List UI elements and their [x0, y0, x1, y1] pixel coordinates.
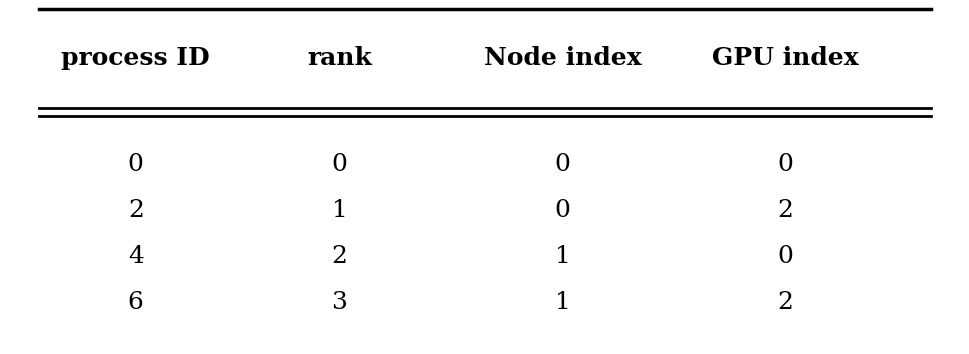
Text: 1: 1: [554, 291, 570, 314]
Text: 1: 1: [331, 199, 347, 222]
Text: Node index: Node index: [484, 46, 641, 70]
Text: 0: 0: [554, 199, 570, 222]
Text: process ID: process ID: [61, 46, 210, 70]
Text: 1: 1: [554, 245, 570, 268]
Text: GPU index: GPU index: [711, 46, 859, 70]
Text: 4: 4: [128, 245, 143, 268]
Text: 0: 0: [777, 153, 793, 176]
Text: 6: 6: [128, 291, 143, 314]
Text: 0: 0: [331, 153, 347, 176]
Text: 2: 2: [128, 199, 143, 222]
Text: 2: 2: [331, 245, 347, 268]
Text: 2: 2: [777, 291, 793, 314]
Text: 2: 2: [777, 199, 793, 222]
Text: 0: 0: [554, 153, 570, 176]
Text: 0: 0: [777, 245, 793, 268]
Text: 0: 0: [128, 153, 143, 176]
Text: 3: 3: [331, 291, 347, 314]
Text: rank: rank: [307, 46, 371, 70]
